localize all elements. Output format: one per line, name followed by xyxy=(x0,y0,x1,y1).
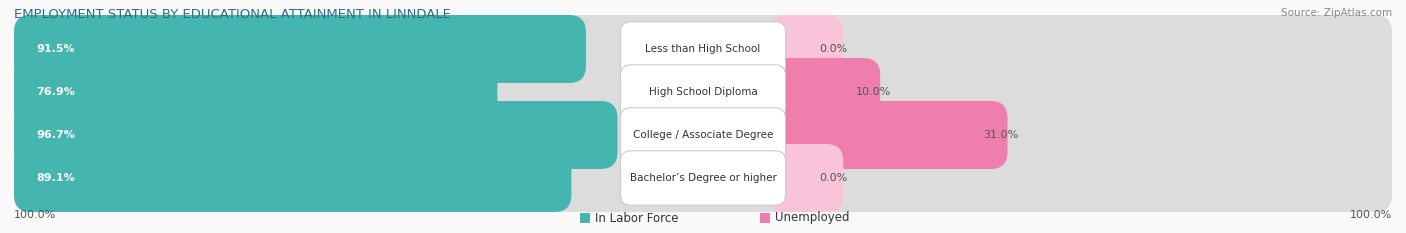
FancyBboxPatch shape xyxy=(620,65,786,119)
FancyBboxPatch shape xyxy=(581,213,591,223)
Text: Source: ZipAtlas.com: Source: ZipAtlas.com xyxy=(1281,8,1392,18)
FancyBboxPatch shape xyxy=(14,15,1392,83)
Text: 91.5%: 91.5% xyxy=(37,44,75,54)
FancyBboxPatch shape xyxy=(761,213,770,223)
FancyBboxPatch shape xyxy=(769,58,880,126)
FancyBboxPatch shape xyxy=(620,22,786,76)
Text: 0.0%: 0.0% xyxy=(820,44,848,54)
Text: Bachelor’s Degree or higher: Bachelor’s Degree or higher xyxy=(630,173,776,183)
Text: 89.1%: 89.1% xyxy=(37,173,75,183)
FancyBboxPatch shape xyxy=(14,58,1392,126)
Text: 96.7%: 96.7% xyxy=(37,130,75,140)
Text: High School Diploma: High School Diploma xyxy=(648,87,758,97)
Text: 10.0%: 10.0% xyxy=(856,87,891,97)
FancyBboxPatch shape xyxy=(620,108,786,162)
Text: EMPLOYMENT STATUS BY EDUCATIONAL ATTAINMENT IN LINNDALE: EMPLOYMENT STATUS BY EDUCATIONAL ATTAINM… xyxy=(14,8,451,21)
FancyBboxPatch shape xyxy=(14,144,1392,212)
FancyBboxPatch shape xyxy=(620,151,786,205)
FancyBboxPatch shape xyxy=(769,101,1008,169)
FancyBboxPatch shape xyxy=(14,101,1392,169)
Text: 100.0%: 100.0% xyxy=(14,210,56,220)
Text: College / Associate Degree: College / Associate Degree xyxy=(633,130,773,140)
FancyBboxPatch shape xyxy=(769,15,844,83)
Text: 31.0%: 31.0% xyxy=(984,130,1019,140)
Text: Less than High School: Less than High School xyxy=(645,44,761,54)
FancyBboxPatch shape xyxy=(14,58,498,126)
Text: In Labor Force: In Labor Force xyxy=(595,212,679,225)
Text: 0.0%: 0.0% xyxy=(820,173,848,183)
FancyBboxPatch shape xyxy=(14,101,617,169)
Text: 100.0%: 100.0% xyxy=(1350,210,1392,220)
FancyBboxPatch shape xyxy=(769,144,844,212)
FancyBboxPatch shape xyxy=(14,15,586,83)
Text: Unemployed: Unemployed xyxy=(775,212,849,225)
Text: 76.9%: 76.9% xyxy=(37,87,75,97)
FancyBboxPatch shape xyxy=(14,144,571,212)
